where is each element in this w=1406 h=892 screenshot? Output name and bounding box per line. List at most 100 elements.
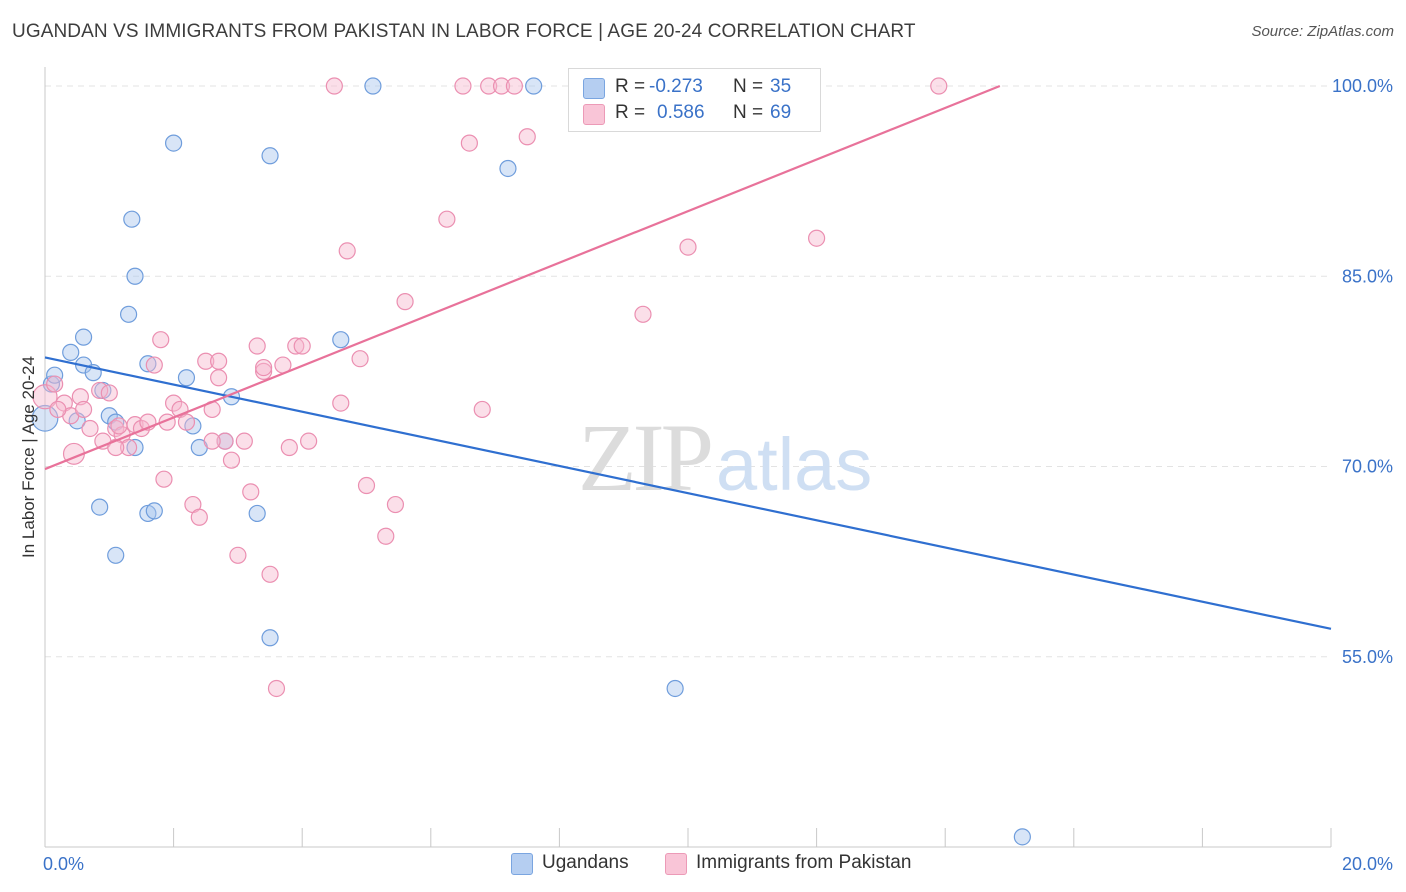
pakistan-point [248,337,266,355]
ugandan-trend-line [44,356,1332,630]
pakistan-point [210,352,228,370]
pakistan-point [46,375,64,393]
legend-r-value: -0.273 [649,76,703,97]
pakistan-point [190,508,208,526]
pakistan-point [242,483,260,501]
bottom-legend-swatch-blue [511,853,533,875]
pakistan-point [110,417,128,435]
ugandan-point [666,679,684,698]
ugandan-point [145,502,163,520]
ugandan-point [525,77,543,95]
pakistan-point [145,356,163,374]
pakistan-point [197,352,215,370]
ugandan-point [91,498,109,516]
pakistan-point [119,438,138,457]
tick-labels: 55.0% 70.0% 85.0% 100.0% 0.0% 20.0% [43,76,1393,874]
y-tick-label: 55.0% [1342,647,1393,667]
pakistan-point [74,400,93,419]
y-axis-label: In Labor Force | Age 20-24 [19,356,38,558]
pakistan-point [473,400,491,419]
trend-lines [44,85,1332,630]
ugandan-point [62,343,80,361]
legend-n-value: 35 [770,76,792,97]
pakistan-point [492,77,511,95]
ugandan-point [261,147,279,165]
ugandan-point [126,438,144,457]
pakistan-point [49,400,67,419]
watermark: ZIP atlas [578,404,872,511]
ugandan-point [364,77,382,95]
pakistan-point [325,77,343,95]
ugandan-point [123,210,141,228]
legend-n-label: N = [733,102,764,123]
watermark-atlas: atlas [716,423,872,506]
ugandan-point [46,366,64,384]
pakistan-point [505,77,523,95]
legend-r-value: 0.586 [657,102,705,123]
pakistan-point [165,394,183,412]
ugandan-point [248,504,266,523]
pakistan-point [235,432,253,450]
axes [44,67,1332,848]
pakistan-point [332,394,350,412]
ugandan-point [177,369,196,387]
ugandan-point [499,159,517,178]
bottom-legend-swatch-pink [665,853,687,875]
legend-r-label: R = [615,102,646,123]
x-tick-label: 0.0% [43,854,84,874]
ugandan-point [261,629,279,647]
pakistan-point [300,432,318,450]
ugandan-point [74,328,93,346]
pakistan-point [280,438,298,457]
pakistan-point [222,451,241,469]
pakistan-point [351,350,369,368]
pakistan-point [100,384,118,402]
ugandan-point [119,305,138,323]
legend-n-value: 69 [770,102,792,123]
gridlines [45,85,1331,658]
pakistan-point [107,419,125,438]
pakistan-point [386,495,405,514]
bottom-legend-label: Ugandans [542,852,629,873]
pakistan-point [177,413,196,431]
watermark-zip: ZIP [578,404,711,511]
legend-n-label: N = [733,76,764,97]
legend-swatch-pink [583,104,605,125]
pakistan-point [438,210,456,228]
ugandan-point [332,331,350,349]
ugandan-point [107,546,125,564]
y-tick-label: 100.0% [1332,76,1393,96]
pakistan-point [287,337,305,355]
pakistan-point [210,369,228,387]
pakistan-point [107,438,125,457]
pakistan-point [357,476,376,495]
pakistan-point [338,242,356,260]
pakistan-point [81,419,99,438]
pakistan-point [679,238,697,256]
chart-title: UGANDAN VS IMMIGRANTS FROM PAKISTAN IN L… [12,21,916,42]
pakistan-point [293,337,311,355]
series-pakistan [32,77,948,698]
pakistan-point [152,331,170,349]
pakistan-point [255,362,273,380]
legend-swatch-blue [583,78,605,99]
pakistan-point [480,77,498,95]
pakistan-point [460,134,478,152]
ugandan-point [165,134,183,152]
pakistan-point [71,388,89,406]
bottom-legend-label: Immigrants from Pakistan [696,852,912,873]
legend-r-label: R = [615,76,646,97]
x-tick-label: 20.0% [1342,854,1393,874]
pakistan-point [91,381,109,400]
ugandan-point [1013,828,1031,846]
series-ugandans [31,77,1031,846]
pakistan-point [229,546,247,564]
pakistan-point [155,470,173,488]
y-tick-label: 85.0% [1342,266,1393,286]
pakistan-point [255,358,273,377]
pakistan-point [267,679,286,698]
y-tick-label: 70.0% [1342,457,1393,477]
pakistan-point [396,293,414,311]
pakistan-point [261,565,279,583]
